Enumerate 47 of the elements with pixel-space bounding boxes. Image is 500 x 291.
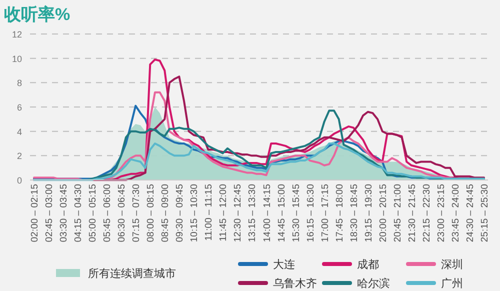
x-tick-label: 08:45 – 09:00 [160, 184, 172, 242]
x-tick-label: 09:30 – 09:45 [174, 184, 186, 242]
x-tick-label: 06:30 – 06:45 [116, 184, 128, 242]
x-tick-label: 10:15 – 10:30 [189, 184, 200, 242]
x-tick-label: 16:15 – 16:30 [305, 184, 316, 242]
x-tick-label: 04:15 – 04:30 [73, 184, 84, 242]
y-tick-label: 12 [12, 30, 22, 40]
x-tick-label: 12:30 – 12:45 [232, 184, 244, 242]
legend-label: 广州 [441, 277, 463, 290]
x-tick-label: 25:15 – 25:30 [480, 184, 490, 242]
x-tick-label: 07:15 – 07:30 [131, 184, 142, 242]
chart-title: 收听率% [4, 5, 70, 24]
x-tick-label: 19:15 – 19:30 [363, 184, 374, 242]
x-tick-label: 14:45 – 15:00 [276, 184, 288, 242]
x-tick-label: 24:30 – 24:45 [464, 184, 476, 242]
y-tick-label: 6 [16, 102, 22, 112]
x-tick-label: 08:00 – 08:15 [146, 184, 157, 242]
x-tick-label: 20:45 – 21:00 [392, 184, 404, 242]
legend-label: 深圳 [441, 258, 463, 271]
legend-label: 哈尔滨 [357, 277, 390, 290]
x-tick-label: 15:30 – 15:45 [290, 184, 302, 242]
x-tick-label: 17:00 – 17:15 [320, 184, 331, 242]
y-tick-label: 0 [16, 176, 22, 186]
x-tick-label: 05:00 – 05:15 [88, 184, 99, 242]
legend-label: 所有连续调查城市 [88, 267, 176, 280]
x-tick-label: 14:00 – 14:15 [262, 184, 273, 242]
x-tick-label: 13:15 – 13:30 [247, 184, 258, 242]
y-tick-label: 8 [16, 78, 22, 88]
y-tick-label: 4 [16, 126, 22, 137]
x-tick-label: 02:00 – 02:15 [30, 184, 40, 242]
x-tick-label: 21:30 – 21:45 [406, 184, 418, 242]
x-tick-label: 17:45 – 18:00 [334, 184, 346, 242]
x-tick-label: 11:00 – 11:15 [204, 184, 215, 241]
x-tick-label: 22:15 – 22:30 [421, 184, 432, 242]
x-tick-label: 20:00 – 20:15 [378, 184, 389, 242]
x-tick-label: 05:45 – 06:00 [102, 184, 114, 242]
x-tick-label: 03:30 – 03:45 [58, 184, 70, 242]
legend-label: 乌鲁木齐 [273, 277, 317, 290]
x-tick-label: 23:00 – 23:15 [436, 184, 447, 242]
x-tick-label: 18:30 – 18:45 [348, 184, 360, 242]
x-tick-label: 11:45 – 12:00 [218, 184, 230, 242]
legend-label: 成都 [357, 258, 379, 271]
y-tick-label: 10 [12, 54, 22, 64]
x-tick-label: 23:45 – 24:00 [450, 184, 462, 242]
y-tick-label: 2 [16, 151, 22, 162]
x-tick-label: 02:45 – 03:00 [44, 184, 56, 242]
legend-label: 大连 [273, 258, 295, 271]
